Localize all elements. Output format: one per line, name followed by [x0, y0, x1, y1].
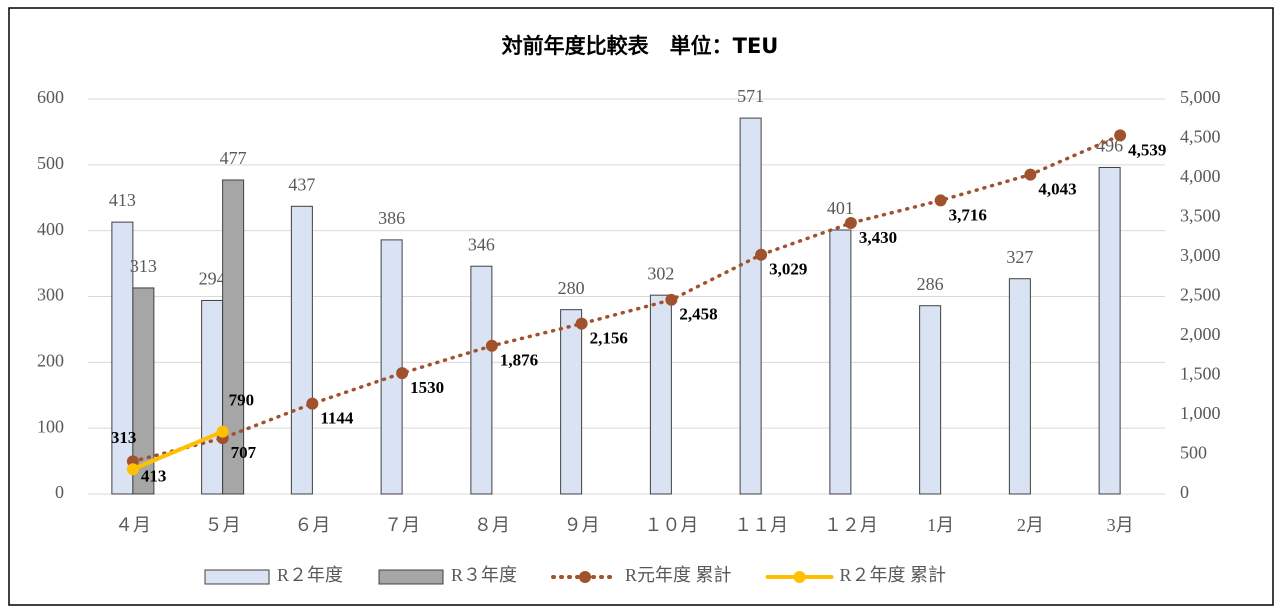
y-tick-label: 100 [37, 416, 64, 436]
bar-value-label: 280 [558, 278, 585, 298]
line-point [306, 397, 319, 410]
line-point [665, 293, 678, 306]
line-value-label: 413 [141, 466, 167, 485]
bar-value-label: 386 [378, 208, 405, 228]
line-value-label: 2,458 [679, 305, 717, 324]
bar-value-label: 294 [199, 269, 226, 289]
line-point [844, 217, 857, 230]
y-tick-label: 0 [55, 482, 64, 502]
y2-tick-label: 0 [1180, 482, 1189, 502]
bar [739, 117, 762, 495]
x-tick-label: 3月 [1107, 515, 1134, 535]
bar [132, 287, 155, 495]
line-value-label: 3,430 [859, 228, 897, 247]
line-value-label: 2,156 [590, 329, 628, 348]
line-value-label: 790 [229, 390, 255, 409]
x-tick-label: 2月 [1017, 515, 1044, 535]
line-point [755, 248, 768, 261]
x-tick-label: ５月 [205, 515, 241, 535]
line-value-label: 1,876 [500, 351, 538, 370]
x-tick-label: 1月 [927, 515, 954, 535]
y-tick-label: 400 [37, 219, 64, 239]
line-point [126, 463, 139, 476]
line-point [934, 194, 947, 207]
line-series [130, 429, 225, 472]
x-tick-label: ９月 [564, 515, 600, 535]
bar-value-label: 571 [737, 86, 764, 106]
bar [1098, 166, 1121, 495]
line-value-label: 4,539 [1128, 140, 1166, 159]
bar-value-label: 477 [220, 148, 247, 168]
bar-value-label: 401 [827, 198, 854, 218]
line-value-label: 3,029 [769, 260, 807, 279]
y2-tick-label: 3,000 [1180, 245, 1221, 265]
x-tick-label: ７月 [384, 515, 420, 535]
y2-tick-label: 4,000 [1180, 166, 1221, 186]
legend-marker [579, 571, 592, 583]
chart-border [8, 7, 1274, 606]
y2-tick-label: 500 [1180, 443, 1207, 463]
x-tick-label: ８月 [474, 515, 510, 535]
bar [560, 309, 583, 495]
bar [829, 229, 852, 495]
line-point [1114, 129, 1127, 142]
legend-swatch [204, 569, 270, 585]
bar [649, 294, 672, 495]
bar [290, 205, 313, 495]
bar-value-label: 313 [130, 256, 157, 276]
legend-label: R２年度 累計 [840, 565, 947, 585]
y2-tick-label: 2,000 [1180, 324, 1221, 344]
chart-title: 対前年度比較表 単位：TEU [502, 34, 779, 58]
x-tick-label: １０月 [644, 515, 698, 535]
bar-value-label: 286 [917, 274, 944, 294]
bar-value-label: 413 [109, 190, 136, 210]
legend-marker [793, 571, 806, 583]
y2-tick-label: 3,500 [1180, 206, 1221, 226]
bar [201, 299, 224, 495]
line-value-label: 1144 [320, 409, 354, 428]
legend-label: R２年度 [277, 565, 343, 585]
legend-label: R３年度 [451, 565, 517, 585]
line-value-label: 1530 [410, 378, 444, 397]
y-tick-label: 600 [37, 87, 64, 107]
line-value-label: 4,043 [1038, 180, 1076, 199]
line-point [1024, 168, 1037, 181]
bar-value-label: 496 [1096, 136, 1123, 156]
y2-tick-label: 5,000 [1180, 87, 1221, 107]
x-tick-label: ４月 [115, 515, 151, 535]
line-point [396, 367, 409, 380]
line-series [131, 133, 1122, 464]
legend-swatch [378, 569, 444, 585]
y-tick-label: 300 [37, 285, 64, 305]
x-tick-label: １１月 [734, 515, 788, 535]
line-value-label: 313 [111, 428, 137, 447]
bar [222, 179, 245, 495]
y-tick-label: 500 [37, 153, 64, 173]
bar-value-label: 346 [468, 234, 495, 254]
y2-tick-label: 4,500 [1180, 127, 1221, 147]
bar [1008, 278, 1031, 495]
bar-value-label: 302 [647, 263, 674, 283]
y2-tick-label: 1,000 [1180, 403, 1221, 423]
line-point [575, 317, 588, 330]
bar [919, 305, 942, 495]
line-point [485, 339, 498, 352]
bar [380, 239, 403, 495]
bar-value-label: 437 [288, 174, 315, 194]
bar [470, 265, 493, 495]
x-tick-label: １２月 [824, 515, 878, 535]
line-value-label: 3,716 [949, 205, 987, 224]
legend-label: R元年度 累計 [625, 565, 732, 585]
y2-tick-label: 1,500 [1180, 364, 1221, 384]
y-tick-label: 200 [37, 350, 64, 370]
line-value-label: 707 [231, 443, 257, 462]
y2-tick-label: 2,500 [1180, 285, 1221, 305]
bar-value-label: 327 [1006, 247, 1033, 267]
line-point [216, 425, 229, 438]
x-tick-label: ６月 [294, 515, 330, 535]
